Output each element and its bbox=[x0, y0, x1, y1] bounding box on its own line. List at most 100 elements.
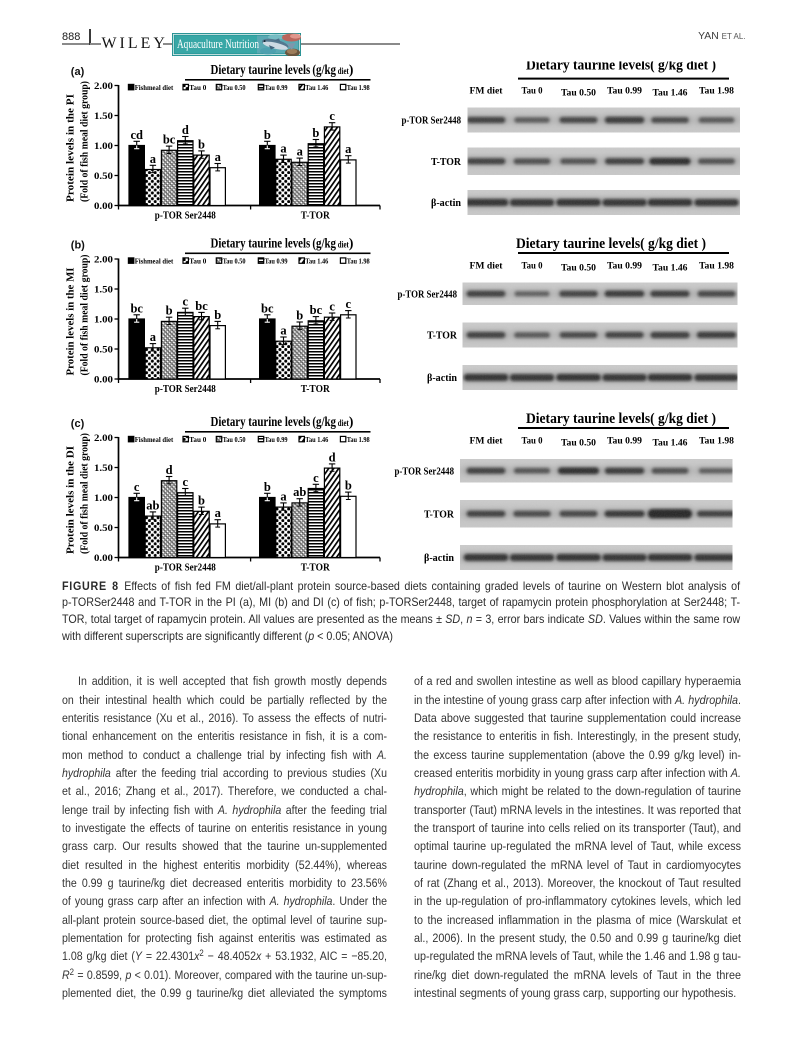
svg-text:1.00: 1.00 bbox=[94, 493, 113, 504]
svg-text:bc: bc bbox=[195, 299, 208, 313]
svg-text:Tau 1.98: Tau 1.98 bbox=[347, 435, 370, 444]
svg-text:a: a bbox=[297, 145, 304, 159]
svg-text:T-TOR: T-TOR bbox=[301, 561, 330, 573]
svg-text:(Fold of fish meal diet group): (Fold of fish meal diet group) bbox=[79, 433, 91, 554]
svg-text:1.00: 1.00 bbox=[94, 141, 113, 152]
svg-text:1.50: 1.50 bbox=[94, 111, 113, 122]
svg-text:(b): (b) bbox=[71, 240, 85, 252]
svg-text:T-TOR: T-TOR bbox=[427, 331, 458, 342]
svg-text:a: a bbox=[280, 324, 287, 338]
svg-text:Tau 0: Tau 0 bbox=[522, 261, 543, 272]
svg-text:p-TOR Ser2448: p-TOR Ser2448 bbox=[155, 209, 217, 221]
svg-text:Tau 1.98: Tau 1.98 bbox=[347, 83, 370, 92]
svg-text:a: a bbox=[150, 152, 157, 166]
svg-text:1.00: 1.00 bbox=[94, 314, 113, 325]
svg-text:β-actin: β-actin bbox=[431, 198, 461, 209]
svg-text:d: d bbox=[329, 450, 336, 464]
svg-text:bc: bc bbox=[163, 133, 176, 147]
svg-text:a: a bbox=[150, 330, 157, 344]
svg-text:1.50: 1.50 bbox=[94, 463, 113, 474]
svg-text:Tau 1.98: Tau 1.98 bbox=[699, 436, 734, 447]
svg-text:Tau 1.98: Tau 1.98 bbox=[699, 86, 734, 97]
svg-text:Tau 0.50: Tau 0.50 bbox=[561, 438, 596, 449]
svg-text:2.00: 2.00 bbox=[94, 433, 113, 444]
svg-text:p-TOR Ser2448: p-TOR Ser2448 bbox=[155, 383, 217, 395]
svg-text:FM diet: FM diet bbox=[470, 261, 504, 272]
svg-text:FM diet: FM diet bbox=[470, 86, 504, 97]
svg-text:ab: ab bbox=[146, 498, 159, 512]
svg-text:c: c bbox=[329, 109, 335, 123]
svg-text:cd: cd bbox=[130, 128, 143, 142]
svg-text:Dietary taurine levels( g/kg d: Dietary taurine levels( g/kg diet ) bbox=[526, 58, 716, 74]
svg-text:Tau 0.99: Tau 0.99 bbox=[607, 261, 642, 272]
svg-text:a: a bbox=[280, 489, 287, 503]
svg-text:a: a bbox=[280, 142, 287, 156]
svg-text:T-TOR: T-TOR bbox=[431, 157, 462, 168]
svg-text:Dietary taurine levels( g/kg d: Dietary taurine levels( g/kg diet ) bbox=[526, 411, 716, 427]
svg-text:c: c bbox=[346, 297, 352, 311]
svg-text:Tau 1.98: Tau 1.98 bbox=[347, 256, 370, 265]
svg-text:c: c bbox=[329, 300, 335, 314]
svg-text:b: b bbox=[264, 128, 271, 142]
svg-text:): ) bbox=[349, 62, 354, 78]
svg-text:a: a bbox=[215, 150, 222, 164]
svg-text:β-actin: β-actin bbox=[427, 373, 457, 384]
svg-text:p-TOR Ser2448: p-TOR Ser2448 bbox=[155, 561, 217, 573]
svg-text:Dietary taurine levels (g/kg: Dietary taurine levels (g/kg bbox=[211, 414, 337, 430]
svg-text:Tau 0: Tau 0 bbox=[189, 435, 206, 444]
svg-text:FM diet: FM diet bbox=[470, 436, 504, 447]
svg-text:Tau 1.46: Tau 1.46 bbox=[305, 435, 328, 444]
svg-text:b: b bbox=[198, 494, 205, 508]
svg-text:Protein levels in the MI: Protein levels in the MI bbox=[65, 268, 77, 376]
svg-text:Tau 0.99: Tau 0.99 bbox=[265, 435, 288, 444]
svg-text:a: a bbox=[345, 142, 352, 156]
svg-text:Tau 0.99: Tau 0.99 bbox=[265, 83, 288, 92]
svg-text:2.00: 2.00 bbox=[94, 254, 113, 265]
svg-text:bc: bc bbox=[130, 301, 143, 315]
svg-text:p-TOR Ser2448: p-TOR Ser2448 bbox=[402, 116, 462, 127]
svg-text:Tau 1.46: Tau 1.46 bbox=[653, 263, 688, 274]
svg-text:b: b bbox=[166, 304, 173, 318]
svg-text:Tau 0: Tau 0 bbox=[189, 256, 206, 265]
svg-text:bc: bc bbox=[310, 303, 323, 317]
svg-text:Tau 1.46: Tau 1.46 bbox=[305, 256, 328, 265]
svg-text:Tau 0: Tau 0 bbox=[522, 86, 543, 97]
svg-text:c: c bbox=[183, 475, 189, 489]
svg-text:Tau 1.46: Tau 1.46 bbox=[653, 88, 688, 99]
svg-text:c: c bbox=[313, 471, 319, 485]
svg-text:diet: diet bbox=[338, 67, 350, 77]
svg-text:Dietary taurine levels( g/kg d: Dietary taurine levels( g/kg diet ) bbox=[516, 236, 706, 252]
svg-text:(Fold of fish meal diet group): (Fold of fish meal diet group) bbox=[79, 254, 91, 375]
svg-text:b: b bbox=[296, 309, 303, 323]
svg-text:Tau 0.50: Tau 0.50 bbox=[223, 83, 246, 92]
svg-text:T-TOR: T-TOR bbox=[301, 383, 330, 395]
svg-text:diet: diet bbox=[338, 240, 350, 250]
svg-text:Tau 0.50: Tau 0.50 bbox=[561, 88, 596, 99]
svg-text:p-TOR Ser2448: p-TOR Ser2448 bbox=[398, 289, 458, 300]
svg-text:Protein levels in the DI: Protein levels in the DI bbox=[65, 446, 77, 554]
svg-text:d: d bbox=[182, 123, 189, 137]
svg-text:Protein levels in the PI: Protein levels in the PI bbox=[65, 94, 77, 202]
svg-text:Tau 0.99: Tau 0.99 bbox=[607, 436, 642, 447]
svg-text:c: c bbox=[134, 480, 140, 494]
svg-text:b: b bbox=[345, 479, 352, 493]
svg-text:Tau 0.99: Tau 0.99 bbox=[265, 256, 288, 265]
svg-text:0.00: 0.00 bbox=[94, 553, 113, 564]
svg-text:2.00: 2.00 bbox=[94, 81, 113, 92]
svg-text:): ) bbox=[349, 414, 354, 430]
svg-text:b: b bbox=[198, 137, 205, 151]
svg-text:(c): (c) bbox=[71, 418, 85, 430]
svg-text:Tau 0: Tau 0 bbox=[522, 436, 543, 447]
svg-text:Tau 1.46: Tau 1.46 bbox=[305, 83, 328, 92]
svg-text:0.50: 0.50 bbox=[94, 171, 113, 182]
svg-text:Fishmeal diet: Fishmeal diet bbox=[135, 83, 174, 92]
svg-text:c: c bbox=[183, 295, 189, 309]
svg-text:d: d bbox=[166, 463, 173, 477]
svg-text:p-TOR Ser2448: p-TOR Ser2448 bbox=[395, 466, 455, 477]
svg-text:1.50: 1.50 bbox=[94, 284, 113, 295]
svg-text:): ) bbox=[349, 235, 354, 251]
svg-text:bc: bc bbox=[261, 301, 274, 315]
svg-text:Dietary taurine levels (g/kg: Dietary taurine levels (g/kg bbox=[211, 62, 337, 78]
svg-text:b: b bbox=[264, 480, 271, 494]
svg-text:Tau 0.50: Tau 0.50 bbox=[223, 435, 246, 444]
